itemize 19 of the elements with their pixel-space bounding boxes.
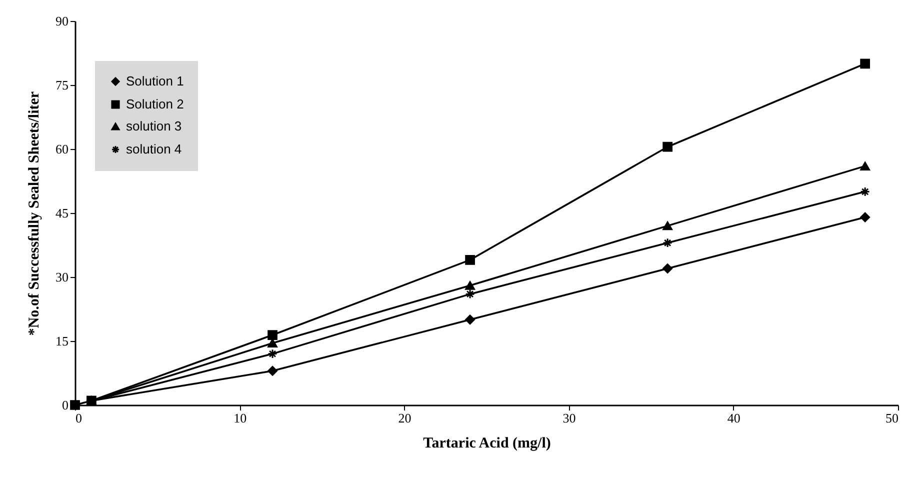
x-tick-label: 30: [562, 410, 576, 426]
x-tick-label: 50: [886, 410, 898, 426]
x-tick-label: 10: [234, 410, 247, 426]
y-tick-label: 0: [62, 398, 68, 412]
y-tick-label: 45: [56, 206, 68, 220]
y-axis-title: *No.of Successfully Sealed Sheets/liter: [26, 91, 42, 336]
legend-label: Solution 2: [126, 96, 184, 112]
legend-label: solution 4: [126, 142, 182, 156]
y-tick-label: 15: [56, 334, 68, 348]
legend-label: Solution 1: [126, 74, 184, 88]
legend-label: solution 3: [126, 118, 182, 134]
x-tick-label: 0: [76, 410, 82, 426]
y-tick-label: 75: [56, 78, 68, 92]
x-axis-title: Tartaric Acid (mg/l): [423, 436, 551, 452]
y-tick-label: 30: [56, 270, 68, 284]
x-tick-label: 40: [727, 410, 740, 426]
y-tick-label: 60: [56, 142, 68, 156]
x-tick-label: 20: [398, 410, 412, 426]
y-tick-label: 90: [56, 14, 68, 28]
